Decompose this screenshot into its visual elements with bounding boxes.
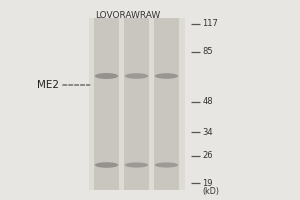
Bar <box>88 18 184 190</box>
Text: 48: 48 <box>202 97 213 106</box>
Text: 85: 85 <box>202 47 213 56</box>
Text: LOVORAWRAW: LOVORAWRAW <box>95 11 160 20</box>
Bar <box>154 18 179 190</box>
Ellipse shape <box>95 73 118 79</box>
Text: (kD): (kD) <box>202 187 220 196</box>
Text: 26: 26 <box>202 151 213 160</box>
Bar <box>94 18 119 190</box>
Ellipse shape <box>155 162 178 168</box>
Text: ME2: ME2 <box>37 80 58 90</box>
Ellipse shape <box>125 162 148 168</box>
Text: 19: 19 <box>202 178 213 188</box>
Bar <box>124 18 149 190</box>
Ellipse shape <box>95 162 118 168</box>
Text: 117: 117 <box>202 20 218 28</box>
Ellipse shape <box>155 73 178 79</box>
Ellipse shape <box>125 73 148 79</box>
Text: 34: 34 <box>202 128 213 137</box>
